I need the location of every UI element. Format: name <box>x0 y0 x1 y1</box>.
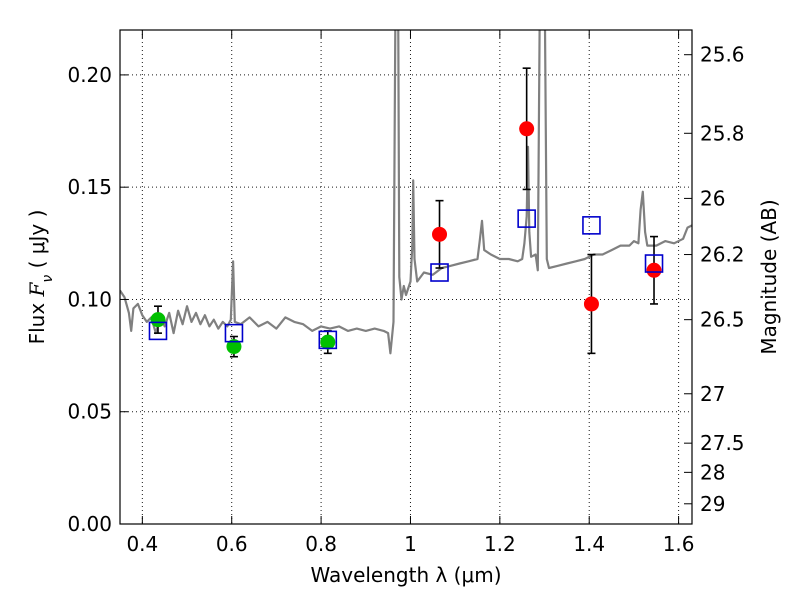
y-tick-label: 0.05 <box>67 400 112 424</box>
y2-tick-label: 26 <box>700 186 725 210</box>
plot-frame <box>119 29 693 525</box>
model-point <box>148 321 168 341</box>
y2-tick-label: 25.8 <box>700 121 745 145</box>
data-point <box>646 262 662 278</box>
x-tick-label: 1.4 <box>573 532 605 556</box>
data-point <box>583 296 599 312</box>
y-tick-label: 0.15 <box>67 175 112 199</box>
x-tick-label: 0.4 <box>126 532 158 556</box>
y-axis-label: Flux Fν ( μJy ) <box>25 210 56 345</box>
x-tick-label: 1.2 <box>484 532 516 556</box>
data-layer <box>120 30 692 358</box>
y2-tick-label: 25.6 <box>700 43 745 67</box>
y-axis-label-tail: ( μJy ) <box>25 210 49 275</box>
x-tick-label: 0.8 <box>305 532 337 556</box>
y-axis-label-subscript: ν <box>40 275 56 283</box>
x-tick-label: 1 <box>404 532 417 556</box>
y2-axis-label: Magnitude (AB) <box>757 199 781 354</box>
y2-tick-label: 29 <box>700 492 725 516</box>
y-tick-label: 0.00 <box>67 512 112 536</box>
model-spectrum-line <box>120 30 692 355</box>
model-point <box>582 216 601 235</box>
model-point <box>224 323 244 343</box>
data-point <box>226 339 242 355</box>
x-tick-label: 0.6 <box>216 532 248 556</box>
model-point <box>644 254 664 273</box>
y2-tick-label: 27.5 <box>700 431 745 455</box>
y2-tick-label: 26.5 <box>700 308 745 332</box>
data-point <box>519 121 535 137</box>
data-point <box>150 312 166 328</box>
data-point <box>432 226 448 242</box>
axis-ticks: 0.4 0.6 0.8 1 1.2 1.4 1.6 0.00 0.05 0.10 0.15 0.20 2… <box>67 30 745 556</box>
y-tick-label: 0.20 <box>67 63 112 87</box>
x-tick-label: 1.6 <box>663 532 695 556</box>
data-point <box>320 334 336 350</box>
model-point <box>517 209 536 228</box>
grid-lines <box>120 30 692 524</box>
model-point <box>430 263 449 282</box>
y2-tick-label: 28 <box>700 460 725 484</box>
y-axis-label-lead: Flux <box>25 296 49 344</box>
x-axis-label: Wavelength λ (μm) <box>310 563 501 587</box>
model-point <box>318 330 338 350</box>
y2-tick-label: 26.2 <box>700 243 745 267</box>
y-tick-label: 0.10 <box>67 287 112 311</box>
y-axis-label-symbol: F <box>25 281 49 297</box>
y2-tick-label: 27 <box>700 382 725 406</box>
